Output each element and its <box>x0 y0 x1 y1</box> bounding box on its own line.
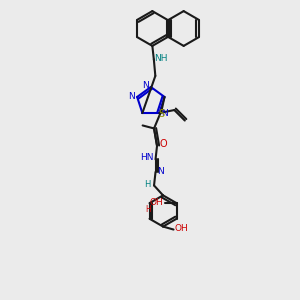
Text: N: N <box>128 92 134 101</box>
Text: H: H <box>144 180 151 189</box>
Text: OH: OH <box>174 224 188 233</box>
Text: N: N <box>161 109 168 118</box>
Text: OH: OH <box>150 198 163 207</box>
Text: O: O <box>160 140 167 149</box>
Text: HN: HN <box>140 153 154 162</box>
Text: H: H <box>145 205 151 214</box>
Text: S: S <box>158 109 165 119</box>
Text: N: N <box>142 81 149 90</box>
Text: NH: NH <box>154 54 167 63</box>
Text: N: N <box>158 167 164 176</box>
